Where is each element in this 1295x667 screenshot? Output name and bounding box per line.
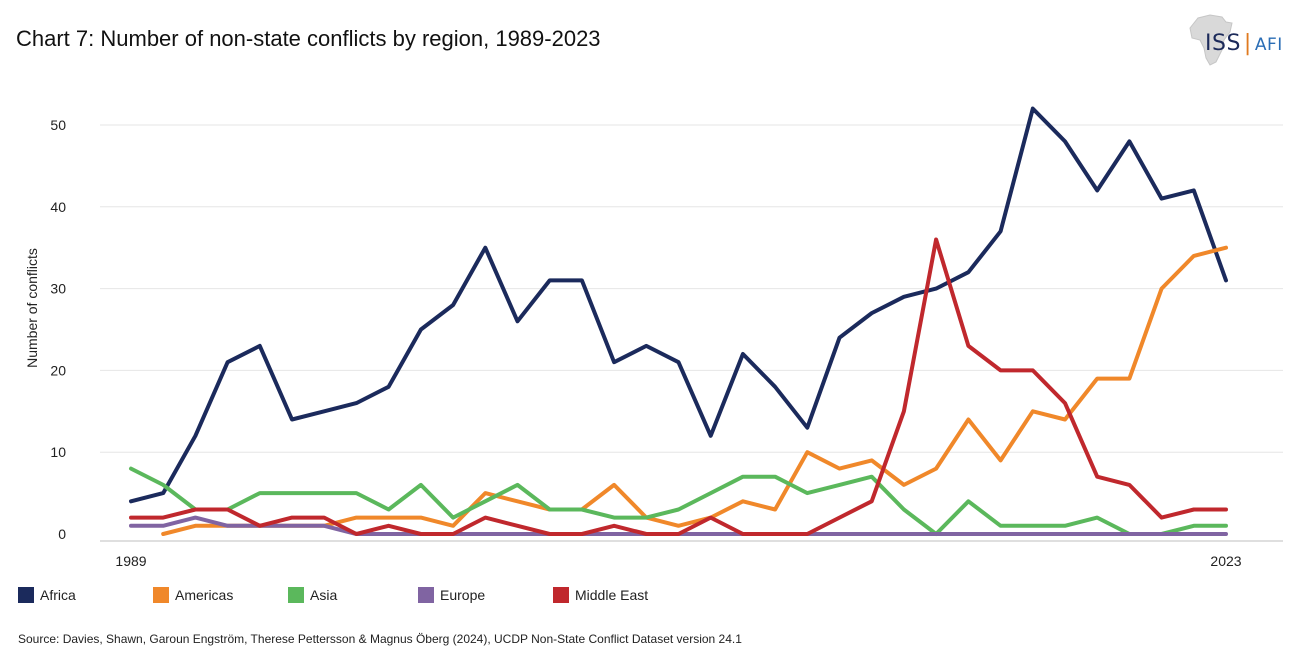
logo-iss-text: ISS: [1205, 31, 1241, 56]
y-tick-label: 40: [50, 199, 66, 215]
legend-label: Europe: [440, 587, 486, 603]
series-line-africa: [129, 106, 1228, 504]
chart-legend: Africa Americas Asia Europe Middle East: [18, 587, 1118, 609]
y-tick-label: 50: [50, 117, 66, 133]
y-tick-label: 20: [50, 362, 66, 378]
legend-swatch: [288, 587, 304, 603]
source-note: Source: Davies, Shawn, Garoun Engström, …: [18, 632, 742, 646]
legend-swatch: [153, 587, 169, 603]
series-line-americas: [161, 245, 1228, 536]
line-chart: 0 10 20 30 40 50 1989 2023 Number of conflicts: [24, 106, 1283, 569]
logo-afi-text: AFI: [1254, 35, 1283, 55]
x-tick-label: 1989: [115, 553, 146, 569]
legend-item-americas: Americas: [153, 587, 233, 603]
legend-item-middle-east: Middle East: [553, 587, 648, 603]
legend-label: Middle East: [575, 587, 649, 603]
chart-title: Chart 7: Number of non-state conflicts b…: [16, 26, 601, 51]
iss-afi-logo: ISS | AFI: [1205, 31, 1283, 56]
x-tick-label: 2023: [1210, 553, 1241, 569]
logo-separator: |: [1243, 31, 1252, 56]
y-axis-label: Number of conflicts: [24, 248, 40, 368]
africa-map-icon: [1189, 14, 1233, 66]
legend-swatch: [553, 587, 569, 603]
legend-label: Asia: [310, 587, 338, 603]
series-line-asia: [129, 466, 1228, 536]
legend-swatch: [18, 587, 34, 603]
y-tick-label: 30: [50, 281, 66, 297]
legend-swatch: [418, 587, 434, 603]
y-tick-label: 0: [58, 526, 66, 542]
y-tick-label: 10: [50, 444, 66, 460]
legend-label: Africa: [40, 587, 76, 603]
legend-item-africa: Africa: [18, 587, 76, 603]
legend-label: Americas: [175, 587, 234, 603]
series-line-middle-east: [129, 237, 1228, 536]
legend-item-asia: Asia: [288, 587, 337, 603]
legend-item-europe: Europe: [418, 587, 485, 603]
